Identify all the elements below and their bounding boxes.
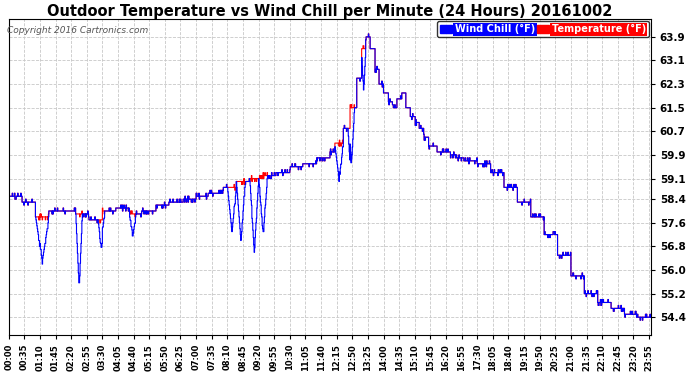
Title: Outdoor Temperature vs Wind Chill per Minute (24 Hours) 20161002: Outdoor Temperature vs Wind Chill per Mi… (47, 4, 613, 19)
Legend: Wind Chill (°F), Temperature (°F): Wind Chill (°F), Temperature (°F) (437, 21, 649, 37)
Text: Copyright 2016 Cartronics.com: Copyright 2016 Cartronics.com (7, 26, 148, 35)
